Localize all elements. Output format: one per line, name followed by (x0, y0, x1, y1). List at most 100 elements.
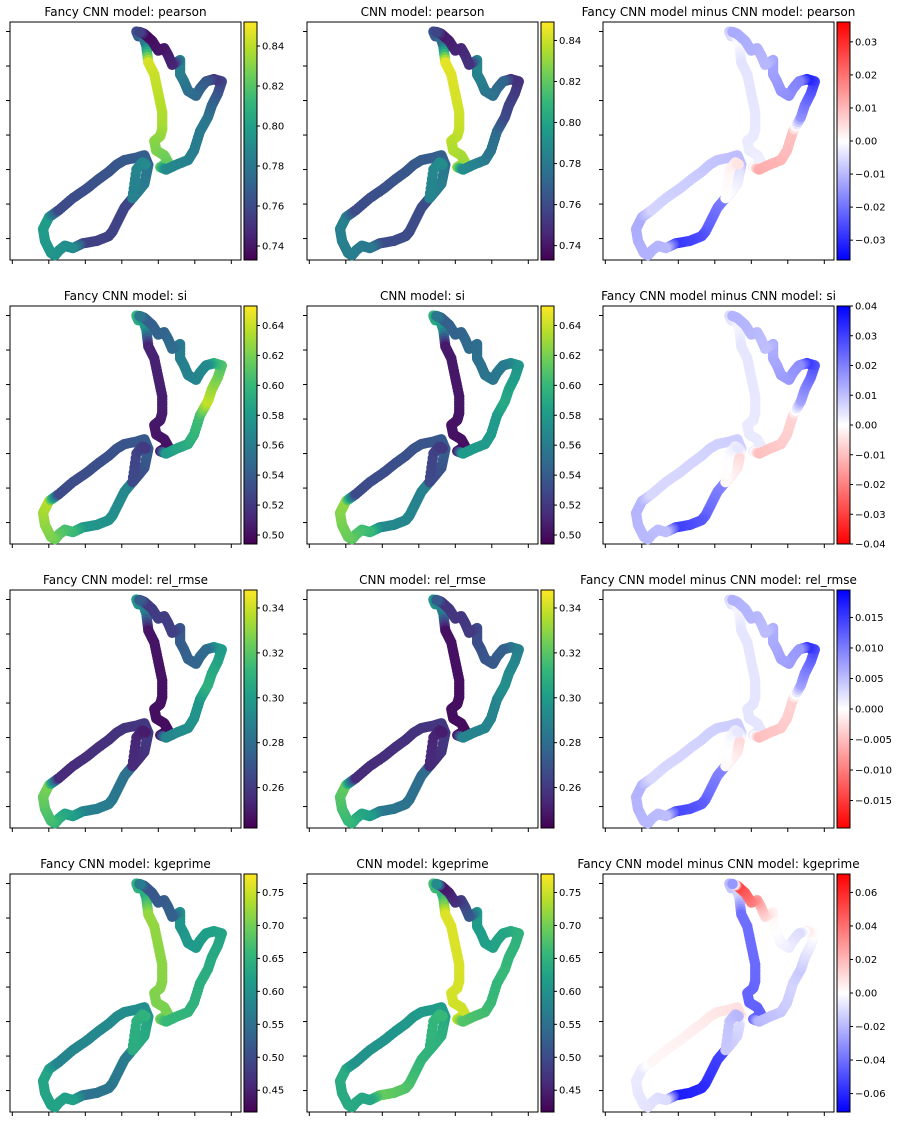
coastline-points (37, 26, 228, 261)
panel-title: Fancy CNN model minus CNN model: rel_rms… (580, 573, 857, 587)
colorbar-tick-label: 0.005 (855, 674, 884, 685)
colorbar-tick-label: 0.65 (262, 954, 284, 965)
colorbar-tick-label: 0.03 (855, 37, 877, 48)
colorbar-tick-label: 0.01 (855, 391, 877, 402)
panel-title: Fancy CNN model: si (64, 289, 187, 303)
colorbar (244, 306, 257, 544)
colorbar-tick-label: 0.55 (262, 1020, 284, 1031)
colorbar (244, 590, 257, 828)
colorbar-tick-label: 0.52 (559, 501, 581, 512)
colorbar-tick-label: 0.56 (262, 441, 284, 452)
colorbar-tick-label: 0.28 (262, 738, 284, 749)
colorbar-tick-label: 0.74 (262, 242, 284, 253)
colorbar (837, 306, 850, 544)
colorbar-tick-label: 0.60 (262, 987, 284, 998)
colorbar-tick-label: 0.62 (262, 351, 284, 362)
colorbar-tick-label: 0.78 (559, 159, 581, 170)
colorbar-tick-label: 0.50 (262, 531, 284, 542)
coastline-point (134, 878, 145, 890)
colorbar-tick-label: 0.64 (559, 321, 581, 332)
panel-title: Fancy CNN model: kgeprime (40, 857, 211, 871)
panel-title: Fancy CNN model: rel_rmse (43, 573, 208, 587)
colorbar-tick-label: 0.54 (262, 471, 284, 482)
colorbar (837, 22, 850, 260)
coastline-points (334, 310, 525, 545)
colorbar-tick-label: −0.03 (855, 236, 886, 247)
coastline-point (727, 310, 738, 322)
colorbar-tick-label: 0.62 (559, 351, 581, 362)
coastline-point (733, 159, 744, 170)
colorbar-tick-label: −0.02 (855, 480, 886, 491)
colorbar-tick-label: 0.84 (262, 42, 284, 53)
coastline-point (437, 159, 448, 170)
colorbar-tick-label: 0.32 (262, 648, 284, 659)
panel-pearson-cnn: CNN model: pearson0.740.760.780.800.820.… (303, 5, 581, 264)
colorbar-tick-label: 0.34 (262, 603, 284, 614)
colorbar-tick-label: −0.04 (855, 540, 886, 551)
colorbar-tick-label: 0.58 (559, 411, 581, 422)
colorbar-frame (243, 305, 258, 545)
coastline-point (431, 310, 442, 322)
colorbar-tick-label: −0.03 (855, 510, 886, 521)
colorbar-tick-label: 0.010 (855, 643, 884, 654)
panel-si-diff: Fancy CNN model minus CNN model: si −0.04… (599, 289, 886, 551)
colorbar-tick-label: 0.015 (855, 613, 884, 624)
colorbar-tick-label: −0.01 (855, 450, 886, 461)
colorbar-tick-label: 0.80 (262, 122, 284, 133)
colorbar-frame (243, 21, 258, 261)
colorbar (541, 306, 554, 544)
colorbar (541, 22, 554, 260)
colorbar-tick-label: 0.60 (559, 381, 581, 392)
colorbar-tick-label: −0.010 (855, 766, 892, 777)
coastline-point (431, 594, 442, 606)
colorbar-tick-label: 0.80 (559, 118, 581, 129)
colorbar (244, 874, 257, 1112)
colorbar-tick-label: −0.005 (855, 735, 892, 746)
panel-title: CNN model: pearson (361, 5, 485, 19)
colorbar-tick-label: 0.50 (559, 531, 581, 542)
colorbar-tick-label: 0.30 (559, 693, 581, 704)
colorbar-tick-label: 0.56 (559, 441, 581, 452)
colorbar-frame (540, 21, 555, 261)
coastline-point (437, 443, 448, 454)
colorbar-tick-label: 0.76 (262, 202, 284, 213)
colorbar (837, 590, 850, 828)
panel-rel_rmse-diff: Fancy CNN model minus CNN model: rel_rms… (580, 573, 892, 832)
coastline-point (727, 594, 738, 606)
panel-kgeprime-cnn: CNN model: kgeprime0.450.500.550.600.650… (303, 857, 581, 1116)
colorbar-tick-label: 0.01 (855, 103, 877, 114)
colorbar (541, 590, 554, 828)
panel-title: Fancy CNN model: pearson (44, 5, 206, 19)
colorbar-tick-label: −0.02 (855, 203, 886, 214)
colorbar-tick-label: −0.01 (855, 170, 886, 181)
panel-pearson-fancy: Fancy CNN model: pearson 0.74 0.76 0.78 0.80… (6, 5, 284, 264)
colorbar-tick-label: 0.50 (262, 1053, 284, 1064)
panel-si-cnn: CNN model: si0.500.520.540.560.580.600.6… (303, 289, 581, 548)
coastline-point (733, 443, 744, 454)
coastline-points (630, 26, 821, 261)
colorbar-tick-label: 0.03 (855, 331, 877, 342)
coastline-point (727, 26, 738, 38)
colorbar-tick-label: 0.00 (855, 421, 877, 432)
colorbar-tick-label: 0.70 (262, 921, 284, 932)
coastline-point (140, 727, 151, 738)
coastline-point (140, 1011, 151, 1022)
coastline-point (431, 26, 442, 38)
colorbar-tick-label: 0.84 (559, 36, 581, 47)
panel-title: CNN model: si (380, 289, 465, 303)
panel-kgeprime-fancy: Fancy CNN model: kgeprime0.450.500.550.6… (6, 857, 284, 1116)
colorbar-tick-label: 0.00 (855, 137, 877, 148)
colorbar-tick-label: 0.52 (262, 501, 284, 512)
panel-title: Fancy CNN model minus CNN model: si (601, 289, 836, 303)
panel-title: CNN model: rel_rmse (359, 573, 486, 587)
colorbar-tick-label: 0.000 (855, 705, 884, 716)
coastline-point (134, 26, 145, 38)
coastline-point (437, 727, 448, 738)
colorbar-tick-label: 0.04 (855, 302, 877, 313)
colorbar-tick-label: 0.78 (262, 162, 284, 173)
coastline-point (431, 878, 442, 890)
colorbar-tick-label: 0.30 (262, 693, 284, 704)
colorbar-tick-label: 0.34 (559, 603, 581, 614)
colorbar-tick-label: −0.015 (855, 796, 892, 807)
